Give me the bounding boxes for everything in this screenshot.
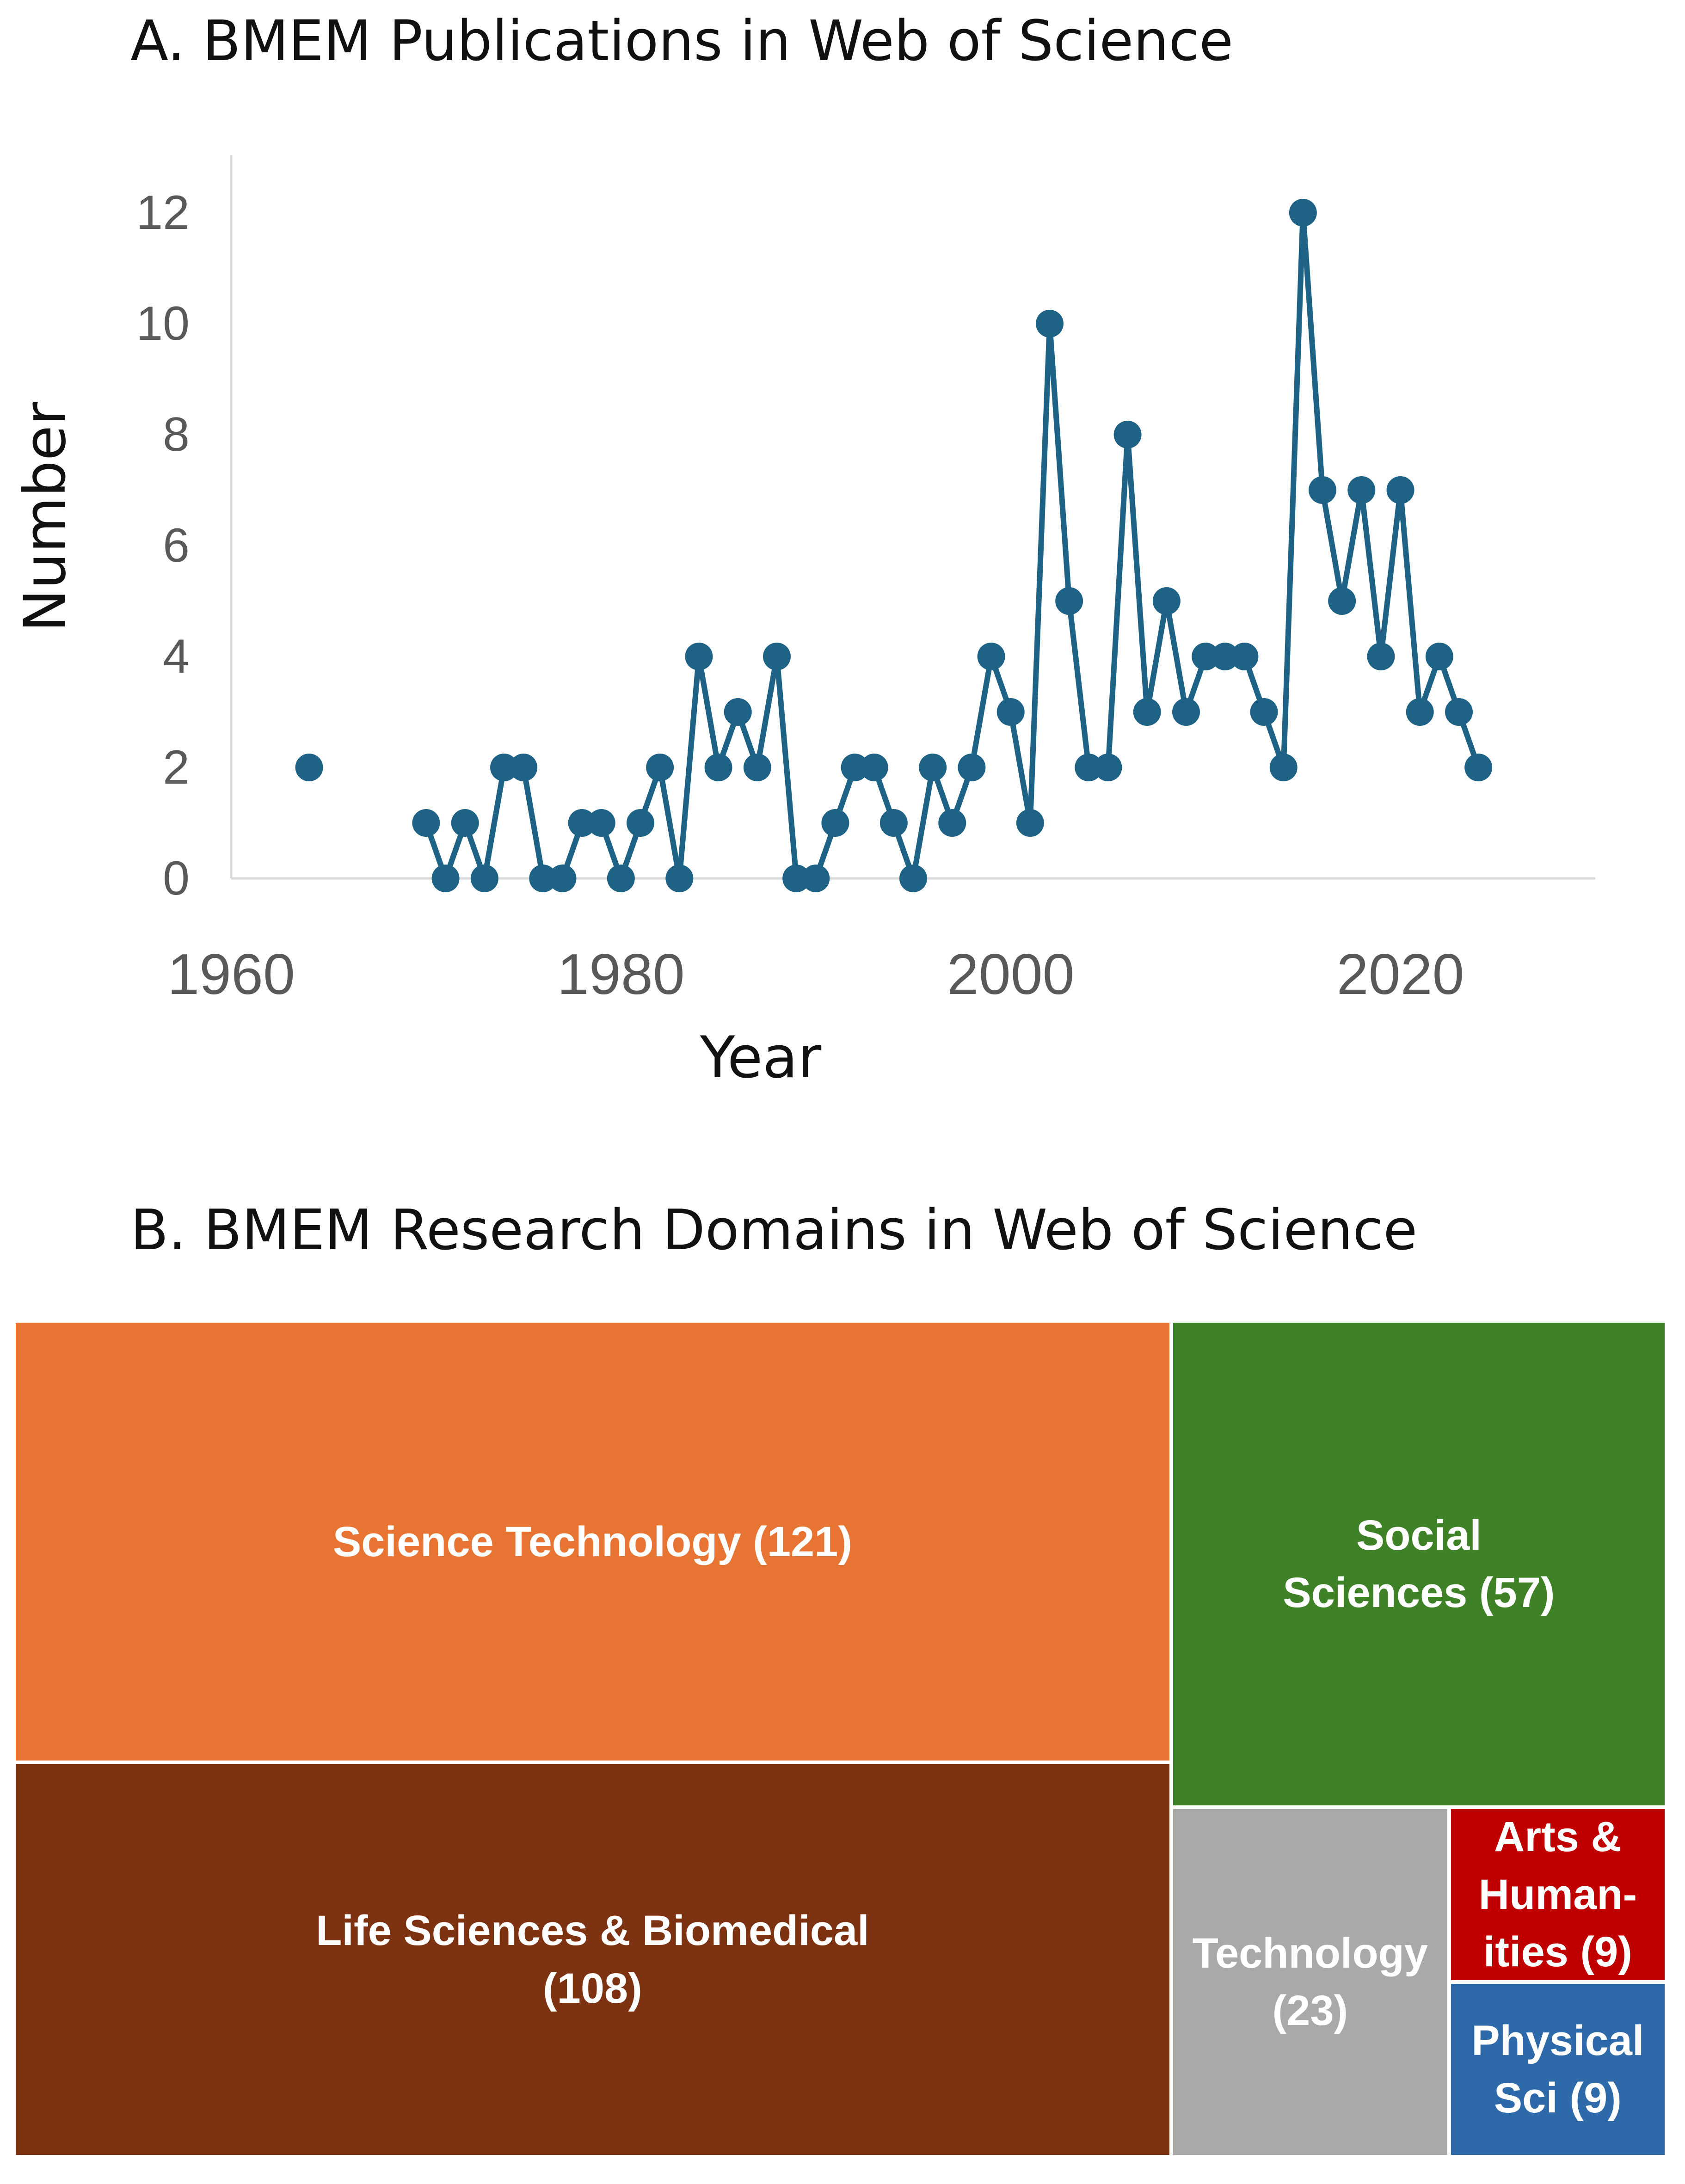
data-point (685, 643, 713, 670)
chart-a-title: A. BMEM Publications in Web of Science (130, 9, 1234, 74)
data-point (919, 754, 947, 781)
data-point (1172, 698, 1200, 726)
data-point (665, 865, 694, 892)
x-axis-label: Year (700, 1025, 822, 1091)
data-point (1230, 643, 1259, 670)
data-point (490, 754, 518, 781)
data-point (1152, 587, 1181, 615)
x-tick-label: 2020 (1337, 943, 1464, 1006)
treemap-tile-label: Arts & Human- ities (9) (1478, 1813, 1637, 1975)
y-tick-label: 2 (163, 741, 190, 794)
data-point (607, 865, 635, 892)
data-point (510, 754, 538, 781)
data-point (1133, 698, 1161, 726)
data-point (1289, 199, 1317, 227)
data-point (1386, 476, 1414, 504)
data-point (1192, 643, 1220, 670)
data-point (1309, 476, 1336, 504)
y-tick-label: 0 (163, 852, 190, 905)
treemap: Science Technology (121) Life Sciences & … (14, 1321, 1667, 2157)
data-point (1211, 643, 1239, 670)
treemap-tile-label: Technology (23) (1192, 1929, 1428, 2034)
data-point (451, 809, 479, 837)
data-point (860, 754, 888, 781)
chart-a-plot: 0 2 4 6 8 10 12 1960 1980 2000 2020 Number Year (12, 155, 1595, 1091)
treemap-tile-label: Life Sciences & Biomedical (108) (316, 1907, 869, 2012)
treemap-tile-label: Social Sciences (57) (1283, 1511, 1555, 1616)
y-tick-label: 4 (163, 630, 190, 683)
treemap-tile: Life Sciences & Biomedical (108) (14, 1762, 1171, 2157)
treemap-tile: Arts & Human- ities (9) (1449, 1807, 1667, 1982)
data-point (996, 698, 1025, 726)
data-point (1016, 809, 1044, 837)
data-point (646, 754, 674, 781)
data-point (568, 809, 596, 837)
data-point (1445, 698, 1473, 726)
data-point (821, 809, 849, 837)
data-point (1347, 476, 1376, 504)
y-tick-label: 12 (136, 186, 190, 239)
treemap-tile-label: Physical Sci (9) (1471, 2017, 1644, 2122)
data-point (548, 865, 577, 892)
data-point (704, 754, 732, 781)
data-point (470, 865, 498, 892)
treemap-tile-label: Science Technology (121) (332, 1518, 852, 1565)
data-point (1094, 754, 1122, 781)
data-point (1055, 587, 1083, 615)
data-point (802, 865, 830, 892)
data-point (412, 809, 440, 837)
data-point (841, 754, 869, 781)
treemap-tile: Science Technology (121) (14, 1321, 1171, 1763)
data-point (431, 865, 460, 892)
data-point (1036, 310, 1064, 337)
treemap-tile: Social Sciences (57) (1171, 1321, 1667, 1807)
y-tick-label: 10 (136, 297, 190, 350)
data-point (1075, 754, 1103, 781)
data-point (899, 865, 927, 892)
treemap-tile: Technology (23) (1171, 1807, 1449, 2157)
data-point (529, 865, 557, 892)
data-point (627, 809, 654, 837)
y-axis-label: Number (12, 402, 79, 632)
x-tick-label: 1960 (167, 943, 295, 1006)
treemap-tile: Physical Sci (9) (1449, 1982, 1667, 2157)
data-point (1464, 754, 1493, 781)
data-point (1406, 698, 1434, 726)
data-point (977, 643, 1005, 670)
series-line (423, 210, 1481, 881)
data-point (879, 809, 908, 837)
data-point (743, 754, 771, 781)
data-point-isolated (295, 754, 323, 781)
x-tick-label: 1980 (557, 943, 685, 1006)
data-point (1328, 587, 1356, 615)
x-tick-label: 2000 (947, 943, 1075, 1006)
data-point (1250, 698, 1278, 726)
data-point (958, 754, 986, 781)
y-tick-label: 8 (163, 408, 190, 461)
data-point (1113, 421, 1142, 448)
data-point (782, 865, 811, 892)
data-point (1269, 754, 1298, 781)
data-point (763, 643, 791, 670)
chart-b-title: B. BMEM Research Domains in Web of Scien… (130, 1198, 1418, 1263)
data-point (1367, 643, 1395, 670)
data-point (938, 809, 966, 837)
y-tick-label: 6 (163, 519, 190, 572)
data-point (1425, 643, 1453, 670)
data-point (587, 809, 615, 837)
data-point (724, 698, 752, 726)
